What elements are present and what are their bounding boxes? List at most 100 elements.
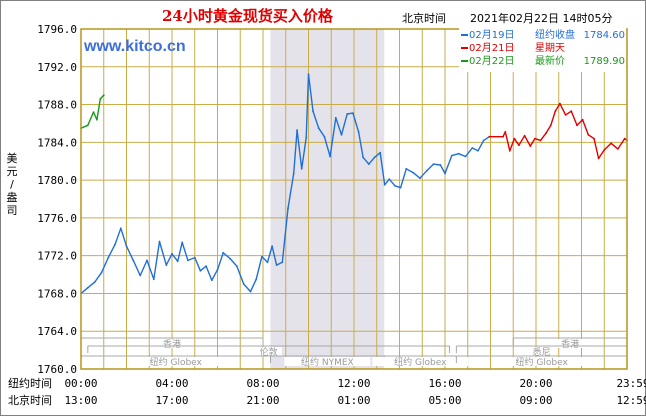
timestamp: 2021年02月22日 14时05分 xyxy=(470,11,612,25)
data-point xyxy=(471,147,474,149)
legend-label: 最新价 xyxy=(535,54,565,67)
market-nymex-label-bg xyxy=(284,357,371,366)
data-point xyxy=(534,137,536,140)
x-tick-label: 01:00 xyxy=(337,394,370,407)
data-point xyxy=(508,149,511,152)
data-point xyxy=(317,127,320,130)
data-point xyxy=(523,134,526,137)
y-tick-label: 1780.0 xyxy=(37,174,77,187)
market-globex-1-label-bg xyxy=(127,357,224,366)
plot-border xyxy=(80,28,628,370)
market-hongkong-2-label-bg xyxy=(557,339,584,348)
y-tick-label: 1776.0 xyxy=(37,212,77,225)
data-point xyxy=(281,261,284,264)
data-point xyxy=(405,167,408,170)
data-point xyxy=(504,131,507,133)
x-tick-label: 00:00 xyxy=(64,377,97,390)
legend-label: 星期天 xyxy=(535,42,565,54)
legend-background xyxy=(459,28,626,72)
data-point xyxy=(96,118,98,121)
market-globex-2-label: 纽约 Globex xyxy=(394,356,447,368)
data-point xyxy=(222,251,225,254)
x-row-label: 纽约时间 xyxy=(8,376,52,390)
data-point xyxy=(394,184,396,187)
data-point xyxy=(100,271,103,274)
data-point xyxy=(92,111,95,113)
data-point xyxy=(576,124,578,127)
data-point xyxy=(266,261,269,264)
data-point xyxy=(450,154,453,157)
y-tick-label: 1764.0 xyxy=(37,325,77,338)
data-point xyxy=(249,290,252,293)
data-point xyxy=(412,171,414,174)
data-point xyxy=(229,257,231,260)
data-point xyxy=(373,156,376,159)
data-point xyxy=(305,136,308,139)
y-axis-label-char: / xyxy=(10,178,14,191)
data-point xyxy=(597,157,600,160)
data-point xyxy=(152,278,155,281)
data-point xyxy=(399,186,402,189)
data-point xyxy=(529,145,532,148)
data-point xyxy=(165,264,168,266)
legend-value: 1789.90 xyxy=(584,56,625,67)
data-point xyxy=(603,149,606,151)
y-ticks: 1760.0 1764.0 1768.0 1772.0 1776.0 1780.0 1784… xyxy=(37,23,77,376)
data-point xyxy=(193,256,196,259)
data-point xyxy=(235,265,238,267)
data-point xyxy=(296,129,298,132)
data-point xyxy=(323,135,326,138)
x-tick-label: 04:00 xyxy=(155,377,188,390)
legend-value: 1784.60 xyxy=(584,30,625,41)
y-tick-label: 1796.0 xyxy=(37,23,77,36)
y-axis-label-char: 元 xyxy=(7,165,18,178)
data-point xyxy=(482,139,485,142)
data-point xyxy=(125,245,128,248)
data-point xyxy=(107,256,110,259)
data-point xyxy=(379,151,382,154)
data-point xyxy=(388,178,391,181)
watermark: www.kitco.cn xyxy=(83,38,186,55)
data-point xyxy=(346,113,349,115)
data-point xyxy=(312,110,314,113)
legend-date: 02月22日 xyxy=(469,55,514,67)
data-point xyxy=(171,252,173,255)
data-point xyxy=(119,227,122,230)
market-hongkong-2-label: 香港 xyxy=(561,338,579,350)
x-tick-label: 21:00 xyxy=(246,394,279,407)
x-tick-label: 23:59 xyxy=(616,377,646,390)
x-tick-label: 20:00 xyxy=(519,377,552,390)
market-sydney-label-bg xyxy=(528,347,555,356)
data-point xyxy=(199,269,202,272)
data-point xyxy=(587,133,590,136)
y-axis-label-char: 美 xyxy=(7,152,18,165)
data-point xyxy=(554,110,557,113)
y-tick-label: 1788.0 xyxy=(37,99,77,112)
data-point xyxy=(581,118,584,121)
market-london-label: 伦敦 xyxy=(260,346,278,358)
data-point xyxy=(439,164,442,166)
y-axis-label-char: 司 xyxy=(7,204,18,217)
x-tick-label: 12:00 xyxy=(337,377,370,390)
data-point xyxy=(114,243,116,246)
legend-date: 02月21日 xyxy=(469,42,514,54)
data-point xyxy=(132,259,135,262)
data-point xyxy=(383,183,386,186)
data-point xyxy=(362,156,364,159)
timezone-label: 北京时间 xyxy=(402,11,446,25)
data-point xyxy=(464,155,467,158)
data-point xyxy=(300,167,303,170)
data-point xyxy=(352,112,354,114)
data-point xyxy=(292,172,295,175)
y-axis-label: 美元/盎司 xyxy=(7,152,18,217)
y-tick-label: 1760.0 xyxy=(37,363,77,376)
data-point xyxy=(539,139,542,142)
data-point xyxy=(549,124,552,127)
data-point xyxy=(261,255,263,258)
data-point xyxy=(210,279,213,282)
data-point xyxy=(444,172,446,175)
data-point xyxy=(334,116,337,119)
x-row-label: 北京时间 xyxy=(8,393,52,407)
data-point xyxy=(99,98,102,100)
